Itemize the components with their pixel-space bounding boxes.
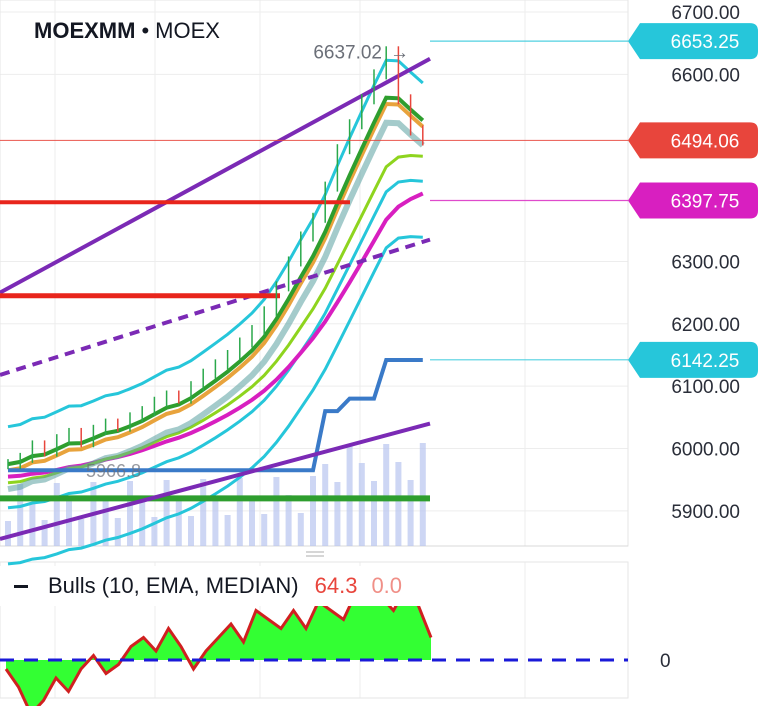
symbol-title[interactable]: MOEXMM • MOEX xyxy=(34,18,220,44)
kijun-line xyxy=(7,153,423,485)
volume-bar xyxy=(175,498,182,546)
volume-bar xyxy=(29,502,36,546)
volume-bar xyxy=(285,495,292,546)
trend-channel-upper xyxy=(0,57,431,295)
volume-bar xyxy=(395,462,402,546)
price-tags: 6653.25 6494.06 6397.75 6142.25 xyxy=(628,23,758,378)
volume-bar xyxy=(358,463,365,546)
price-tag-label: 6653.25 xyxy=(671,32,740,53)
volume-bar xyxy=(188,516,194,546)
volume-bar xyxy=(78,519,85,546)
price-tick-label: 6200.00 xyxy=(671,315,740,336)
ema-fast-line xyxy=(7,95,425,467)
bulls-fill-area xyxy=(6,588,431,706)
trend-channel-mid xyxy=(0,237,431,377)
volume-bar xyxy=(310,476,316,546)
price-tick-label: 5900.00 xyxy=(671,502,740,523)
candles xyxy=(7,46,424,470)
volume-bar xyxy=(151,517,158,546)
annotations: 6637.02 → 5966.8 xyxy=(86,42,409,481)
indicator-pane-border xyxy=(0,561,629,699)
price-tick-label: 6600.00 xyxy=(671,65,740,86)
price-axis[interactable]: 6700.00 6600.00 6300.00 6200.00 6100.00 6000.… xyxy=(671,3,740,523)
volume-bar xyxy=(127,481,133,546)
bollinger-upper-line xyxy=(7,58,424,429)
volume-bar xyxy=(139,499,146,546)
volume-bar xyxy=(371,481,377,546)
volume-bar xyxy=(322,464,329,546)
price-tag-background xyxy=(628,122,758,159)
volume-bars xyxy=(5,443,426,546)
trend-channel-lower xyxy=(0,421,431,541)
bollinger-lower-line xyxy=(7,178,423,510)
channel-lower-line xyxy=(7,235,423,566)
price-tag-label: 6397.75 xyxy=(671,191,740,212)
indicator-name: Bulls (10, EMA, MEDIAN) xyxy=(48,573,299,598)
price-tag: 6653.25 xyxy=(628,23,758,60)
volume-bar xyxy=(249,496,255,546)
donchian-line xyxy=(8,358,423,473)
price-tag: 6494.06 xyxy=(628,122,758,159)
pane-resize-handle[interactable] xyxy=(306,551,324,557)
price-tag: 6142.25 xyxy=(628,341,758,378)
price-tick-label: 6000.00 xyxy=(671,440,740,461)
indicator-overlays xyxy=(0,57,431,566)
volume-bar xyxy=(5,521,11,546)
ema-mid-line xyxy=(7,101,425,473)
volume-bar xyxy=(163,480,170,546)
volume-bar xyxy=(383,444,390,546)
indicator-legend[interactable]: Bulls (10, EMA, MEDIAN) 64.3 0.0 xyxy=(0,566,486,606)
volume-bar xyxy=(273,477,280,546)
low-price-label: 5966.8 xyxy=(86,461,141,481)
high-price-label: 6637.02 xyxy=(313,42,382,63)
volume-bar xyxy=(17,484,24,546)
volume-bar xyxy=(102,500,109,546)
price-level-lines xyxy=(0,40,628,361)
price-tag-background xyxy=(628,341,758,378)
symbol-name: MOEXMM xyxy=(34,18,136,43)
high-price-arrow: → xyxy=(390,42,409,63)
volume-bar xyxy=(66,501,72,546)
price-tick-label: 6300.00 xyxy=(671,252,740,273)
price-tag-label: 6142.25 xyxy=(671,351,740,372)
volume-bar xyxy=(407,480,414,546)
volume-bar xyxy=(53,483,60,546)
volume-bar xyxy=(200,479,207,546)
title-separator: • xyxy=(141,18,150,43)
price-tag-label: 6494.06 xyxy=(671,131,740,152)
zero-label: 0 xyxy=(660,651,671,672)
volume-bar xyxy=(224,515,231,546)
collapse-icon[interactable] xyxy=(14,584,28,588)
volume-bar xyxy=(41,520,48,546)
price-tick-label: 6700.00 xyxy=(671,3,740,24)
volume-bar xyxy=(261,514,268,546)
volume-bar xyxy=(114,518,121,546)
price-tag-background xyxy=(628,182,758,219)
volume-bar xyxy=(297,513,304,546)
ema-slow-line xyxy=(7,191,424,479)
exchange-name: MOEX xyxy=(155,18,220,43)
volume-bar xyxy=(419,443,426,546)
volume-bar xyxy=(212,497,219,546)
price-tick-label: 6100.00 xyxy=(671,377,740,398)
volume-bar xyxy=(334,482,341,546)
price-tag: 6397.75 xyxy=(628,182,758,219)
price-tag-background xyxy=(628,23,758,60)
indicator-value: 64.3 xyxy=(314,573,358,598)
tenkan-line xyxy=(7,119,425,493)
volume-bar xyxy=(236,478,243,546)
indicator-value-secondary: 0.0 xyxy=(371,573,403,598)
